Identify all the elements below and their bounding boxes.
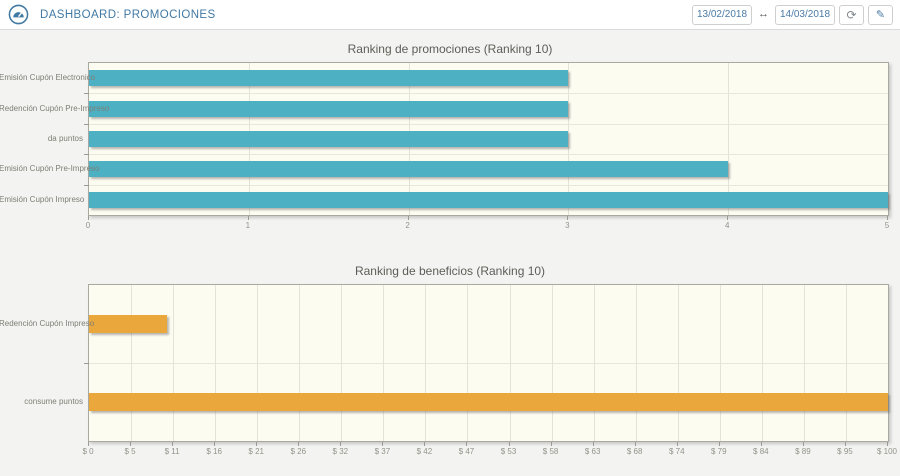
y-axis-label: Emisión Cupón Pre-Impreso bbox=[0, 164, 100, 173]
x-axis-tick bbox=[592, 442, 594, 446]
category-separator bbox=[89, 363, 888, 364]
x-axis-label: $ 53 bbox=[500, 447, 517, 456]
x-axis-tick bbox=[550, 442, 552, 446]
x-axis-label: $ 63 bbox=[584, 447, 601, 456]
x-axis-label: $ 42 bbox=[416, 447, 433, 456]
x-axis-tick bbox=[247, 216, 249, 220]
y-axis-label: Redención Cupón Pre-Impreso bbox=[0, 104, 110, 113]
x-axis-tick bbox=[727, 216, 729, 220]
x-axis-tick bbox=[214, 442, 216, 446]
x-axis-tick bbox=[424, 442, 426, 446]
x-axis-label: $ 100 bbox=[876, 447, 898, 456]
date-to-input[interactable] bbox=[775, 4, 835, 25]
x-axis-tick bbox=[407, 216, 409, 220]
page-title: DASHBOARD: PROMOCIONES bbox=[40, 8, 216, 21]
x-axis-tick bbox=[567, 216, 569, 220]
x-axis-label: 3 bbox=[565, 221, 570, 230]
bar-redenci-n-cup-n-impreso[interactable] bbox=[89, 315, 167, 333]
y-axis-label: Emisión Cupón Impreso bbox=[0, 195, 85, 204]
x-axis-label: $ 89 bbox=[795, 447, 811, 456]
x-axis-label: $ 68 bbox=[626, 447, 643, 456]
category-separator bbox=[89, 154, 888, 155]
x-axis-label: $ 84 bbox=[753, 447, 769, 456]
dashboard-gauge-icon bbox=[8, 4, 29, 25]
y-axis-tick bbox=[84, 124, 89, 125]
y-axis-label: consume puntos bbox=[24, 397, 83, 406]
x-axis-label: $ 95 bbox=[837, 447, 853, 456]
x-axis-label: $ 21 bbox=[248, 447, 264, 456]
x-axis-tick bbox=[844, 442, 846, 446]
x-axis-tick bbox=[508, 442, 510, 446]
x-axis-tick bbox=[760, 442, 762, 446]
gridline bbox=[568, 63, 570, 215]
plot-area: Redención Cupón Impreso consume puntos bbox=[0, 284, 889, 442]
x-axis-label: $ 5 bbox=[124, 447, 136, 456]
bar-emisi-n-cup-n-impreso[interactable] bbox=[89, 192, 888, 208]
x-axis-label: $ 0 bbox=[82, 447, 94, 456]
y-axis-tick bbox=[84, 154, 89, 155]
gridline bbox=[728, 63, 730, 215]
x-axis-tick bbox=[298, 442, 300, 446]
x-axis-label: 1 bbox=[245, 221, 251, 230]
chart-title: Ranking de promociones (Ranking 10) bbox=[347, 42, 553, 56]
y-axis-label: Emisión Cupón Electronico bbox=[0, 73, 96, 82]
bar-consume-puntos[interactable] bbox=[89, 393, 888, 411]
x-axis-tick bbox=[676, 442, 678, 446]
x-axis-label: $ 47 bbox=[458, 447, 475, 456]
refresh-button[interactable]: ⟳ bbox=[839, 4, 864, 25]
date-range-arrow-icon: ↔ bbox=[758, 8, 769, 20]
x-axis-label: $ 79 bbox=[710, 447, 727, 456]
x-axis: 0 1 2 3 4 5 bbox=[85, 216, 890, 232]
x-axis-label: 4 bbox=[724, 221, 730, 230]
x-axis-tick bbox=[88, 442, 89, 446]
x-axis-tick bbox=[172, 442, 174, 446]
x-axis-tick bbox=[887, 442, 888, 446]
chart-title: Ranking de beneficios (Ranking 10) bbox=[354, 264, 546, 278]
x-axis-tick bbox=[887, 216, 888, 220]
edit-button[interactable]: ✎ bbox=[868, 4, 893, 25]
x-axis-tick bbox=[340, 442, 342, 446]
y-axis-label: da puntos bbox=[47, 134, 83, 143]
x-axis-label: $ 58 bbox=[542, 447, 559, 456]
x-axis-tick bbox=[256, 442, 258, 446]
bar-da-puntos[interactable] bbox=[89, 131, 569, 147]
x-axis-tick bbox=[718, 442, 720, 446]
x-axis-tick bbox=[88, 216, 89, 220]
x-axis-label: $ 37 bbox=[374, 447, 391, 456]
x-axis-tick bbox=[802, 442, 804, 446]
bar-emisi-n-cup-n-pre-impreso[interactable] bbox=[89, 161, 729, 177]
x-axis-label: $ 26 bbox=[290, 447, 307, 456]
category-separator bbox=[89, 93, 888, 94]
y-axis-tick bbox=[84, 93, 89, 94]
y-axis-tick bbox=[84, 185, 89, 186]
x-axis-tick bbox=[382, 442, 384, 446]
x-axis-label: $ 11 bbox=[164, 447, 180, 456]
category-separator bbox=[89, 185, 888, 186]
x-axis-label: 2 bbox=[405, 221, 410, 230]
x-axis: $ 0 $ 5 $ 11 $ 16 $ 21 $ 26 $ 32 $ 37 $ 42 $ 47 $ … bbox=[82, 442, 897, 458]
x-axis-label: 5 bbox=[884, 221, 890, 230]
y-axis-label: Redención Cupón Impreso bbox=[0, 319, 95, 328]
bar-redenci-n-cup-n-pre-impreso[interactable] bbox=[89, 101, 569, 117]
x-axis-label: $ 16 bbox=[206, 447, 222, 456]
benefits-ranking-chart: Ranking de beneficios (Ranking 10) Reden… bbox=[0, 262, 900, 458]
x-axis-label: $ 74 bbox=[668, 447, 685, 456]
x-axis-tick bbox=[130, 442, 132, 446]
x-axis-label: 0 bbox=[85, 221, 91, 230]
date-from-input[interactable] bbox=[692, 4, 752, 25]
x-axis-tick bbox=[466, 442, 468, 446]
x-axis-label: $ 32 bbox=[332, 447, 349, 456]
x-axis-tick bbox=[634, 442, 636, 446]
category-separator bbox=[89, 124, 888, 125]
y-axis-tick bbox=[84, 363, 89, 364]
top-bar: DASHBOARD: PROMOCIONES ↔ ⟳ ✎ bbox=[0, 0, 900, 30]
header-controls: ↔ ⟳ ✎ bbox=[692, 4, 893, 25]
bar-emisi-n-cup-n-electronico[interactable] bbox=[89, 70, 569, 86]
plot-area: Emisión Cupón Electronico Redención Cupón… bbox=[0, 62, 889, 216]
promotions-ranking-chart: Ranking de promociones (Ranking 10) Emis… bbox=[0, 40, 900, 232]
